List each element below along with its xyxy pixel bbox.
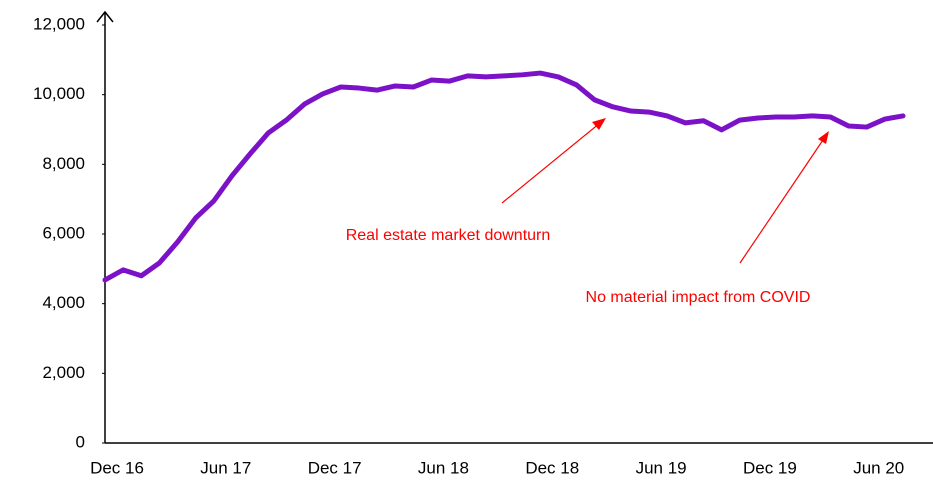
y-tick-label: 8,000 xyxy=(42,154,85,173)
y-tick-label: 10,000 xyxy=(33,84,85,103)
annotation: Real estate market downturn xyxy=(346,227,551,244)
x-tick-label: Jun 18 xyxy=(418,458,469,477)
line-series xyxy=(102,70,906,283)
x-tick-label: Jun 20 xyxy=(853,458,904,477)
x-tick-label: Dec 17 xyxy=(308,458,362,477)
y-tick-label: 12,000 xyxy=(33,14,85,33)
x-tick-label: Jun 17 xyxy=(200,458,251,477)
x-tick-label: Dec 16 xyxy=(90,458,144,477)
y-tick-label: 4,000 xyxy=(42,293,85,312)
y-tick-label: 2,000 xyxy=(42,363,85,382)
y-tick-label: 6,000 xyxy=(42,223,85,242)
annotation-arrow xyxy=(501,122,601,204)
x-tick-label: Dec 18 xyxy=(525,458,579,477)
y-axis-arrow xyxy=(96,10,114,23)
x-tick-label: Jun 19 xyxy=(636,458,687,477)
annotation-arrowhead xyxy=(818,131,829,144)
annotation: No material impact from COVID xyxy=(586,289,811,306)
x-tick-label: Dec 19 xyxy=(743,458,797,477)
annotation-arrowhead xyxy=(592,118,606,130)
annotation-arrow xyxy=(739,136,826,264)
y-tick-label: 0 xyxy=(76,432,85,451)
